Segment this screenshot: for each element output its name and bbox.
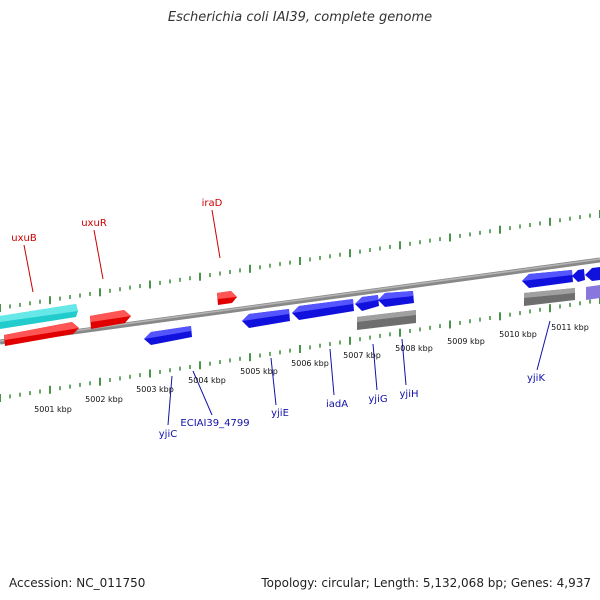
bottom-gene-callouts: [167, 320, 551, 426]
feature-yjiH[interactable]: [378, 291, 414, 307]
gene-label-uxuR: uxuR: [81, 218, 107, 229]
feature-blue-small[interactable]: [572, 269, 585, 282]
gene-label-ECIAI39_4799: ECIAI39_4799: [180, 418, 249, 429]
kbp-label-5001: 5001 kbp: [34, 405, 72, 414]
genome-backbone-highlight: [0, 258, 600, 342]
feature-yjiG[interactable]: [355, 295, 379, 311]
gene-label-yjiE: yjiE: [271, 408, 289, 419]
gene-label-iraD: iraD: [202, 198, 223, 209]
feature-cyan[interactable]: [0, 304, 78, 329]
accession-text: Accession: NC_011750: [9, 576, 146, 590]
feature-uxuR[interactable]: [90, 310, 131, 329]
feature-yjiC[interactable]: [144, 326, 192, 345]
kbp-label-5004: 5004 kbp: [188, 376, 226, 385]
kbp-label-5002: 5002 kbp: [85, 395, 123, 404]
feature-purple[interactable]: [586, 285, 600, 300]
gene-label-uxuB: uxuB: [11, 233, 37, 244]
map-title: Escherichia coli IAI39, complete genome: [167, 10, 433, 25]
feature-uxuB[interactable]: [4, 322, 79, 346]
feature-iraD[interactable]: [217, 291, 237, 305]
kbp-label-5009: 5009 kbp: [447, 337, 485, 346]
kbp-label-5011: 5011 kbp: [551, 323, 589, 332]
inner-tick-track: [0, 296, 600, 402]
kbp-label-5005: 5005 kbp: [240, 367, 278, 376]
gene-label-yjiG: yjiG: [368, 394, 387, 405]
feature-yjiK[interactable]: [522, 270, 573, 288]
kbp-label-5007: 5007 kbp: [343, 351, 381, 360]
genome-backbone: [0, 257, 600, 345]
feature-grey-1[interactable]: [357, 310, 416, 330]
gene-label-iadA: iadA: [326, 399, 348, 410]
gene-label-yjiC: yjiC: [159, 429, 177, 440]
outer-tick-track: [0, 210, 600, 312]
feature-yjiE[interactable]: [242, 309, 290, 328]
kbp-label-5008: 5008 kbp: [395, 344, 433, 353]
kbp-label-5003: 5003 kbp: [136, 385, 174, 394]
gene-label-yjiK: yjiK: [527, 373, 545, 384]
top-gene-callouts: [23, 209, 221, 293]
genome-summary-text: Topology: circular; Length: 5,132,068 bp…: [261, 576, 591, 590]
feature-grey-2[interactable]: [524, 288, 575, 306]
feature-iadA[interactable]: [292, 299, 354, 320]
feature-blue-edge[interactable]: [585, 267, 600, 281]
kbp-label-5006: 5006 kbp: [291, 359, 329, 368]
gene-label-yjiH: yjiH: [400, 389, 419, 400]
kbp-label-5010: 5010 kbp: [499, 330, 537, 339]
